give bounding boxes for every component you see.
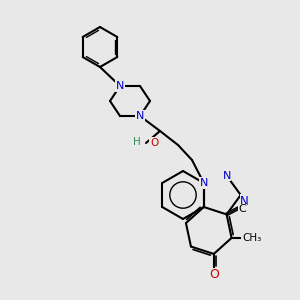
Text: H: H (133, 137, 141, 147)
Text: N: N (222, 171, 231, 181)
Text: N: N (200, 178, 208, 188)
Text: O: O (209, 268, 219, 281)
Text: N: N (136, 111, 144, 121)
Text: C: C (239, 204, 247, 214)
Text: N: N (116, 81, 124, 91)
Text: CH₃: CH₃ (242, 233, 261, 243)
Text: O: O (150, 138, 158, 148)
Text: N: N (240, 195, 249, 208)
